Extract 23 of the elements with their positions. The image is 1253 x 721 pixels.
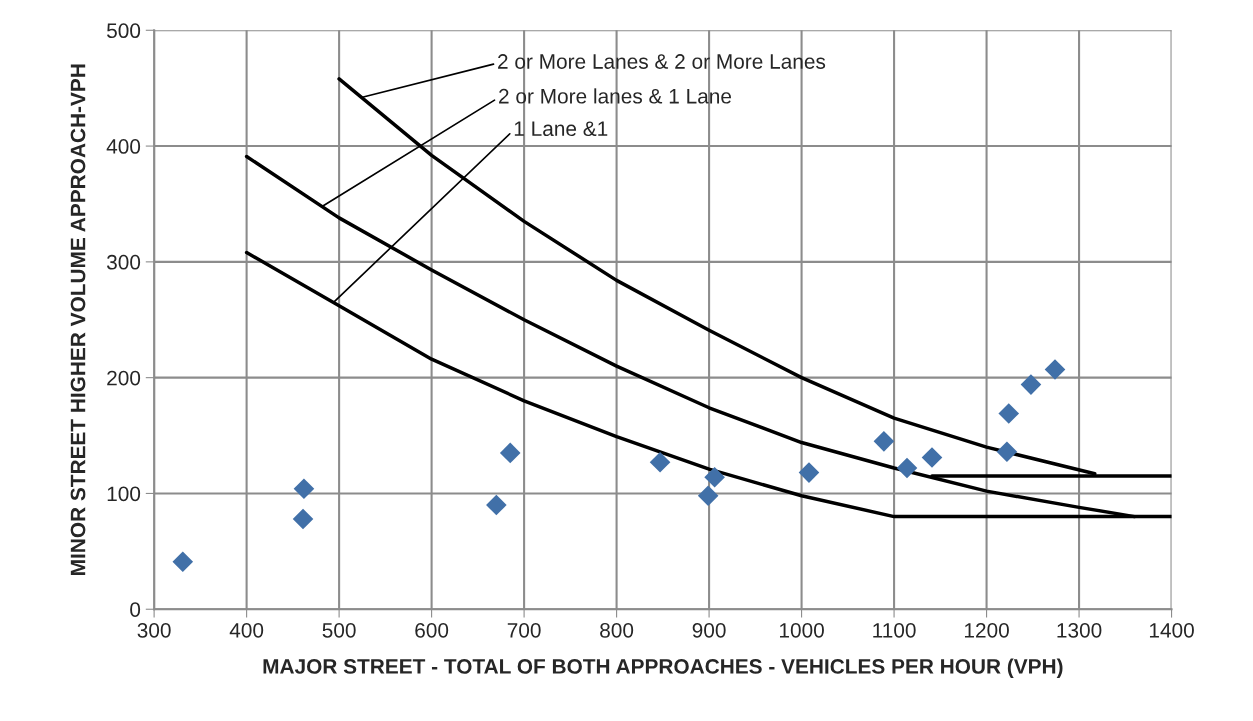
y-tick-label: 0 bbox=[130, 602, 141, 617]
x-tick-label: 1100 bbox=[873, 622, 916, 638]
x-tick-label: 600 bbox=[415, 622, 449, 638]
y-axis-title: MINOR STREET HIGHER VOLUME APPROACH-VPH bbox=[70, 64, 86, 575]
x-tick-label: 400 bbox=[229, 622, 264, 638]
x-axis-title: MAJOR STREET - TOTAL OF BOTH APPROACHES - VEHICLES PER HOUR (VPH) bbox=[263, 658, 1063, 678]
x-tick-label: 1200 bbox=[964, 622, 1009, 638]
y-tick-label: 300 bbox=[106, 254, 141, 270]
x-tick-label: 900 bbox=[692, 622, 726, 638]
y-tick-label: 200 bbox=[107, 370, 141, 386]
x-tick-label: 1400 bbox=[1149, 622, 1194, 638]
x-tick-label: 800 bbox=[600, 622, 634, 638]
x-tick-label: 300 bbox=[137, 622, 171, 638]
annotation: 2 or More lanes & 1 Lane bbox=[499, 88, 732, 104]
x-tick-label: 1000 bbox=[780, 622, 824, 638]
y-tick-label: 100 bbox=[107, 486, 141, 502]
annotation: 2 or More Lanes & 2 or More Lanes bbox=[498, 54, 826, 69]
y-tick-label: 400 bbox=[106, 139, 141, 154]
y-tick-label: 500 bbox=[107, 23, 141, 39]
x-tick-label: 1300 bbox=[1057, 622, 1102, 638]
x-tick-label: 700 bbox=[507, 622, 541, 638]
annotation: 1 Lane &1 bbox=[514, 121, 608, 137]
x-tick-label: 500 bbox=[322, 622, 356, 638]
